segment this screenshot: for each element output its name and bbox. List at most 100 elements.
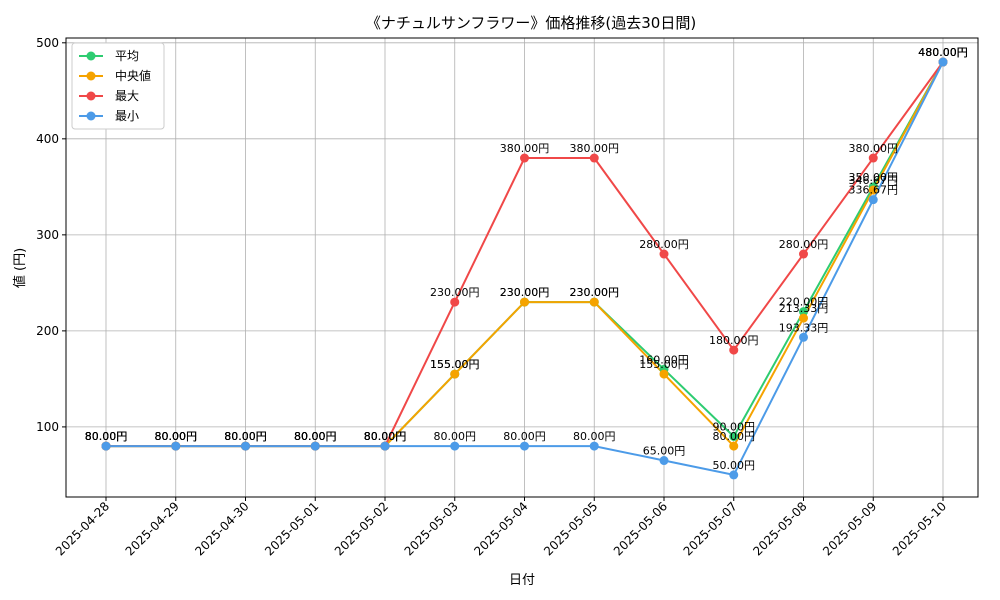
data-label: 350.00円	[849, 171, 899, 184]
grid	[66, 38, 978, 497]
legend-swatch-marker	[86, 51, 96, 61]
data-labels-layer: 80.00円 80.00円 80.00円 80.00円 80.00円 155.00円 230…	[85, 46, 968, 472]
legend-box	[71, 42, 165, 130]
data-label: 80.00円	[573, 430, 616, 443]
data-label: 280.00円	[779, 238, 829, 251]
data-label: 80.00円	[434, 430, 477, 443]
data-point	[868, 153, 878, 163]
legend-label: 平均	[115, 49, 139, 63]
data-label: 155.00円	[430, 358, 480, 371]
data-label: 80.00円	[294, 430, 337, 443]
data-label: 346.67円	[849, 174, 899, 187]
data-label: 336.67円	[849, 184, 899, 197]
data-label: 80.00円	[364, 430, 407, 443]
legend-label: 中央値	[115, 68, 151, 83]
data-point	[868, 185, 878, 195]
data-label: 80.00円	[155, 430, 198, 443]
data-point	[729, 470, 739, 480]
x-tick-label: 2025-05-08	[750, 499, 809, 558]
data-point	[310, 441, 320, 451]
y-tick-label: 400	[36, 132, 59, 146]
data-label: 80.00円	[155, 430, 198, 443]
data-label: 213.33円	[779, 302, 829, 315]
legend-swatch-marker	[86, 91, 96, 101]
data-point	[450, 297, 460, 307]
data-point	[520, 297, 529, 307]
legend-swatch-marker	[86, 71, 96, 81]
data-point	[938, 57, 948, 67]
data-label: 80.00円	[224, 430, 267, 443]
data-label: 80.00円	[224, 430, 267, 443]
legend-label: 最小	[115, 109, 139, 123]
series-layer	[101, 57, 948, 480]
data-label: 160.00円	[639, 353, 689, 366]
data-label: 90.00円	[713, 421, 756, 434]
x-tick-label: 2025-05-09	[820, 499, 879, 558]
data-point	[799, 313, 808, 323]
data-label: 480.00円	[918, 46, 968, 59]
x-tick-label: 2025-05-02	[332, 499, 391, 558]
x-tick-label: 2025-04-29	[123, 499, 182, 558]
data-point	[450, 369, 460, 379]
x-tick-label: 2025-05-05	[541, 499, 600, 558]
data-label: 230.00円	[570, 286, 620, 299]
x-tick-label: 2025-05-10	[890, 499, 949, 558]
y-axis: 100 200 300 400 500	[36, 36, 66, 434]
data-label: 480.00円	[918, 46, 968, 59]
data-point	[729, 441, 739, 451]
data-label: 380.00円	[849, 142, 899, 155]
data-point	[799, 249, 808, 259]
data-label: 480.00円	[918, 46, 968, 59]
data-label: 155.00円	[430, 358, 480, 371]
data-point	[799, 307, 808, 317]
data-point	[659, 369, 669, 379]
data-label: 80.00円	[713, 430, 756, 443]
y-tick-label: 300	[36, 228, 59, 242]
y-tick-label: 100	[36, 420, 59, 434]
data-label: 80.00円	[155, 430, 198, 443]
chart-title: 《ナチュルサンフラワー》価格推移(過去30日間)	[366, 14, 696, 32]
data-point	[729, 432, 739, 442]
data-label: 80.00円	[85, 430, 128, 443]
legend-label: 最大	[115, 89, 139, 103]
data-point	[868, 195, 878, 205]
data-label: 80.00円	[364, 430, 407, 443]
data-point	[520, 153, 529, 163]
data-label: 230.00円	[570, 286, 620, 299]
plot-area-frame	[65, 37, 979, 498]
data-point	[589, 441, 599, 451]
legend-swatch-marker	[86, 111, 96, 121]
y-axis-title: 値 (円)	[12, 248, 28, 288]
data-label: 65.00円	[643, 445, 686, 458]
x-axis: 2025-04-28 2025-04-29 2025-04-30 2025-05-01…	[53, 497, 949, 558]
data-label: 380.00円	[570, 142, 620, 155]
data-label: 80.00円	[503, 430, 546, 443]
data-label: 80.00円	[155, 430, 198, 443]
data-point	[729, 345, 739, 355]
x-tick-label: 2025-05-06	[611, 499, 670, 558]
x-tick-label: 2025-04-30	[192, 499, 251, 558]
data-point	[380, 441, 390, 451]
data-label: 80.00円	[224, 430, 267, 443]
data-label: 80.00円	[364, 430, 407, 443]
data-point	[520, 441, 529, 451]
x-tick-label: 2025-05-03	[402, 499, 461, 558]
x-axis-title: 日付	[509, 573, 535, 588]
data-point	[241, 441, 250, 451]
data-label: 230.00円	[430, 286, 480, 299]
y-tick-label: 500	[36, 36, 59, 50]
data-label: 80.00円	[364, 430, 407, 443]
data-label: 80.00円	[294, 430, 337, 443]
x-tick-label: 2025-05-04	[471, 499, 530, 558]
data-point	[589, 297, 599, 307]
data-label: 80.00円	[294, 430, 337, 443]
data-label: 80.00円	[294, 430, 337, 443]
data-point	[589, 153, 599, 163]
data-label: 155.00円	[639, 358, 689, 371]
data-point	[659, 249, 669, 259]
x-tick-label: 2025-05-01	[262, 499, 321, 558]
data-point	[171, 441, 181, 451]
data-label: 480.00円	[918, 46, 968, 59]
